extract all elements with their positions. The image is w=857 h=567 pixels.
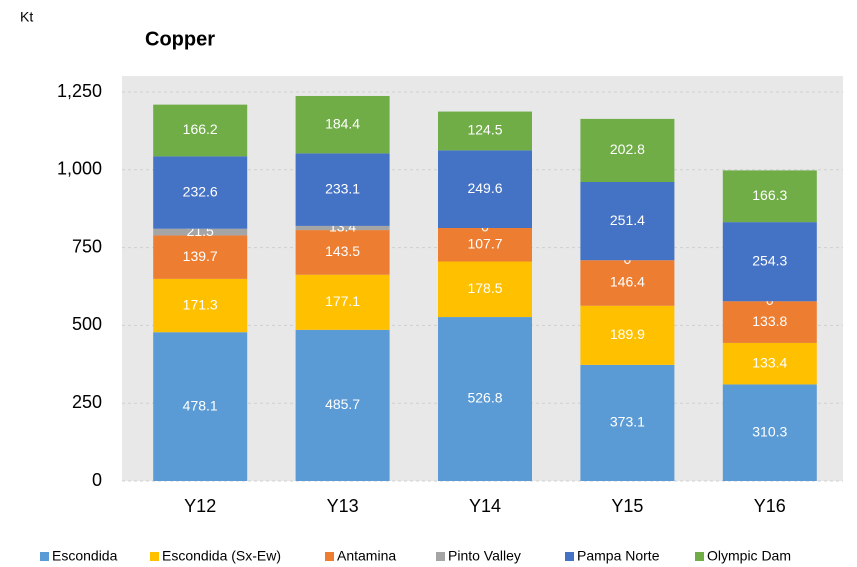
legend-label: Escondida (Sx-Ew) xyxy=(162,548,281,564)
data-label: 124.5 xyxy=(467,122,502,138)
data-label: 233.1 xyxy=(325,180,360,196)
x-tick-label: Y14 xyxy=(469,496,501,516)
bar-segment xyxy=(438,317,532,481)
bar-segment xyxy=(295,230,390,275)
data-label: 202.8 xyxy=(610,141,645,157)
y-tick-label: 1,000 xyxy=(57,159,102,179)
data-label: 485.7 xyxy=(325,396,360,412)
data-label: 189.9 xyxy=(610,326,645,342)
bar-segment xyxy=(580,118,675,182)
y-tick-label: 250 xyxy=(72,392,102,412)
bar-segment xyxy=(580,364,675,481)
y-tick-label: 0 xyxy=(92,470,102,490)
bar-segment xyxy=(438,227,532,262)
data-label: 373.1 xyxy=(610,414,645,430)
chart-title: Copper xyxy=(145,28,215,50)
y-tick-label: 750 xyxy=(72,236,102,256)
x-tick-label: Y12 xyxy=(184,496,216,516)
bar-segment xyxy=(295,329,390,481)
bar-segment xyxy=(153,156,248,229)
y-tick-label: 500 xyxy=(72,314,102,334)
bar-segment xyxy=(295,274,390,330)
bar-segment xyxy=(295,153,390,226)
bar-segment xyxy=(438,150,532,228)
legend-label: Pampa Norte xyxy=(577,548,660,564)
data-label: 133.8 xyxy=(752,313,787,329)
bar-segment xyxy=(153,235,248,279)
bar-segment xyxy=(580,260,675,306)
data-label: 133.4 xyxy=(752,354,787,370)
data-label: 251.4 xyxy=(610,212,645,228)
data-label: 146.4 xyxy=(610,274,645,290)
bar-segment xyxy=(438,261,532,318)
legend-label: Olympic Dam xyxy=(707,548,791,564)
bar-segment xyxy=(153,228,248,236)
x-tick-label: Y16 xyxy=(754,496,786,516)
legend-swatch xyxy=(695,552,704,561)
data-label: 177.1 xyxy=(325,293,360,309)
bar-segment xyxy=(722,342,817,385)
data-label: 184.4 xyxy=(325,115,360,131)
data-label: 166.3 xyxy=(752,187,787,203)
bar-segment xyxy=(438,111,532,151)
data-label: 310.3 xyxy=(752,423,787,439)
bar-segment xyxy=(295,225,390,231)
data-label: 139.7 xyxy=(183,248,218,264)
data-label: 249.6 xyxy=(467,180,502,196)
legend-swatch xyxy=(325,552,334,561)
legend-label: Antamina xyxy=(337,548,396,564)
bar-segment xyxy=(580,181,675,261)
legend-swatch xyxy=(150,552,159,561)
bar-segment xyxy=(153,332,248,481)
bar-segment xyxy=(722,301,817,343)
data-label: 166.2 xyxy=(183,121,218,137)
data-label: 254.3 xyxy=(752,252,787,268)
data-label: 478.1 xyxy=(183,397,218,413)
bar-segment xyxy=(153,104,248,157)
bar-segment xyxy=(153,278,248,333)
legend-swatch xyxy=(565,552,574,561)
bar-segment xyxy=(722,222,817,302)
legend-label: Escondida xyxy=(52,548,118,564)
y-tick-label: 1,250 xyxy=(57,81,102,101)
bar-segment xyxy=(722,170,817,223)
legend-swatch xyxy=(40,552,49,561)
legend-swatch xyxy=(436,552,445,561)
data-label: 143.5 xyxy=(325,243,360,259)
x-tick-label: Y13 xyxy=(327,496,359,516)
data-label: 107.7 xyxy=(467,235,502,251)
data-label: 178.5 xyxy=(467,280,502,296)
data-label: 171.3 xyxy=(183,296,218,312)
bar-segment xyxy=(580,305,675,365)
x-tick-label: Y15 xyxy=(611,496,643,516)
unit-label: Kt xyxy=(20,9,33,25)
bar-segment xyxy=(295,95,390,154)
data-label: 232.6 xyxy=(183,183,218,199)
bar-segment xyxy=(722,384,817,481)
data-label: 526.8 xyxy=(467,390,502,406)
legend-label: Pinto Valley xyxy=(448,548,521,564)
